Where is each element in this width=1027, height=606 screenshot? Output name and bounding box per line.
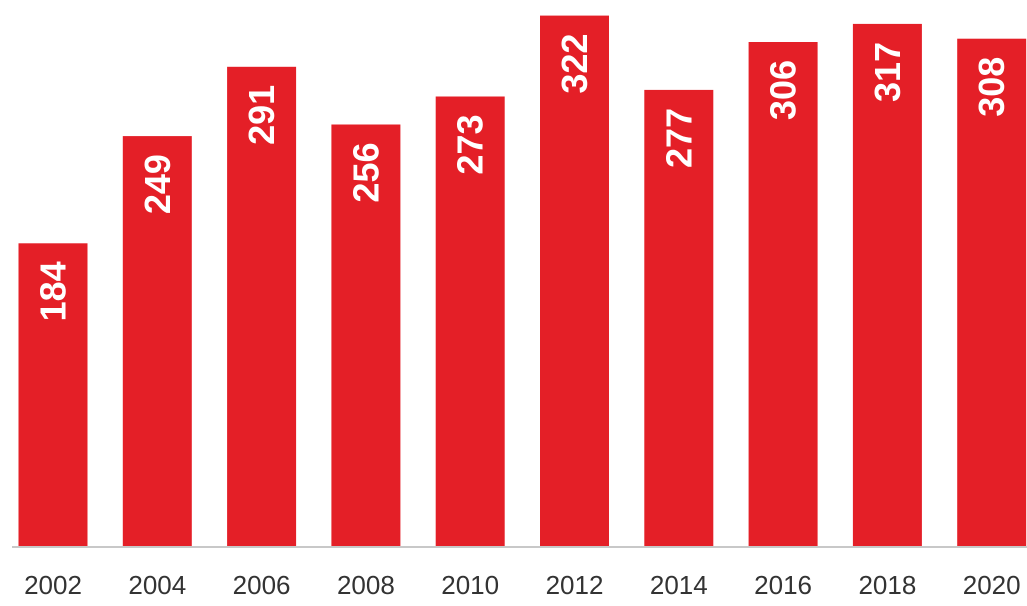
bar-value-label-2002: 184 [33, 261, 74, 321]
x-tick-label-2004: 2004 [128, 570, 186, 600]
x-tick-label-2018: 2018 [858, 570, 916, 600]
bar-2012 [540, 16, 609, 547]
x-tick-label-2020: 2020 [963, 570, 1021, 600]
x-tick-label-2006: 2006 [233, 570, 291, 600]
bar-value-label-2020: 308 [971, 57, 1012, 117]
bar-value-label-2010: 273 [450, 115, 491, 175]
x-tick-label-2016: 2016 [754, 570, 812, 600]
bar-value-label-2004: 249 [137, 154, 178, 214]
bar-value-label-2018: 317 [867, 42, 908, 102]
bar-value-label-2006: 291 [241, 85, 282, 145]
x-tick-label-2014: 2014 [650, 570, 708, 600]
x-tick-label-2012: 2012 [546, 570, 604, 600]
x-tick-label-2010: 2010 [441, 570, 499, 600]
bar-value-label-2014: 277 [658, 108, 699, 168]
bar-value-label-2012: 322 [554, 34, 595, 94]
bars-group: 184 249 291 256 273 322 277 306 317 308 [19, 16, 1027, 547]
x-tick-label-2008: 2008 [337, 570, 395, 600]
bar-value-label-2016: 306 [763, 60, 804, 120]
bar-value-label-2008: 256 [345, 143, 386, 203]
x-tick-labels: 2002 2004 2006 2008 2010 2012 2014 2016 2018 2020 [24, 570, 1021, 600]
x-tick-label-2002: 2002 [24, 570, 82, 600]
